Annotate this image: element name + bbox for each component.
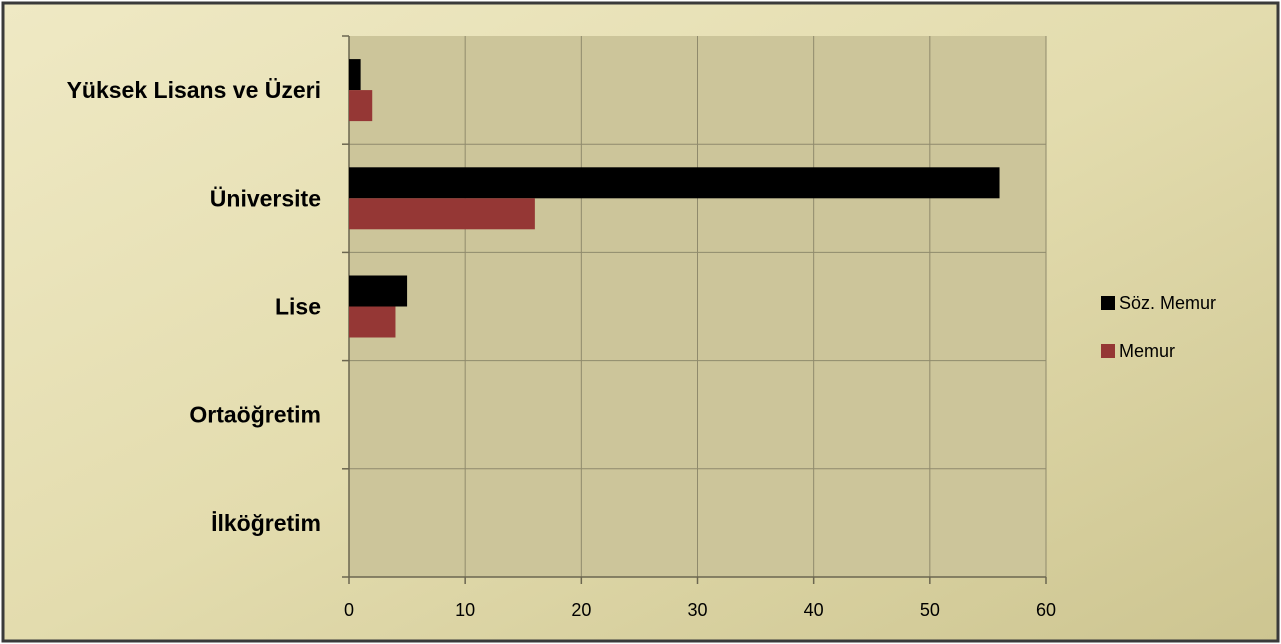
x-tick-label: 20 (571, 600, 591, 620)
bar-soz-memur (349, 167, 1000, 199)
category-label: Üniversite (210, 185, 321, 211)
x-tick-label: 0 (344, 600, 354, 620)
category-label: Ortaöğretim (189, 402, 321, 428)
bar-soz-memur (349, 59, 361, 91)
x-tick-label: 10 (455, 600, 475, 620)
category-label: İlköğretim (211, 510, 321, 536)
bar-memur (349, 306, 396, 338)
x-tick-label: 40 (804, 600, 824, 620)
bar-memur (349, 198, 535, 230)
category-label: Yüksek Lisans ve Üzeri (67, 77, 321, 103)
legend-label: Söz. Memur (1119, 293, 1216, 313)
bar-memur (349, 90, 373, 122)
x-tick-label: 60 (1036, 600, 1056, 620)
bar-soz-memur (349, 275, 408, 307)
legend-swatch (1101, 344, 1115, 358)
x-tick-label: 30 (687, 600, 707, 620)
category-label: Lise (275, 294, 321, 320)
x-tick-label: 50 (920, 600, 940, 620)
legend-label: Memur (1119, 341, 1175, 361)
legend-swatch (1101, 296, 1115, 310)
